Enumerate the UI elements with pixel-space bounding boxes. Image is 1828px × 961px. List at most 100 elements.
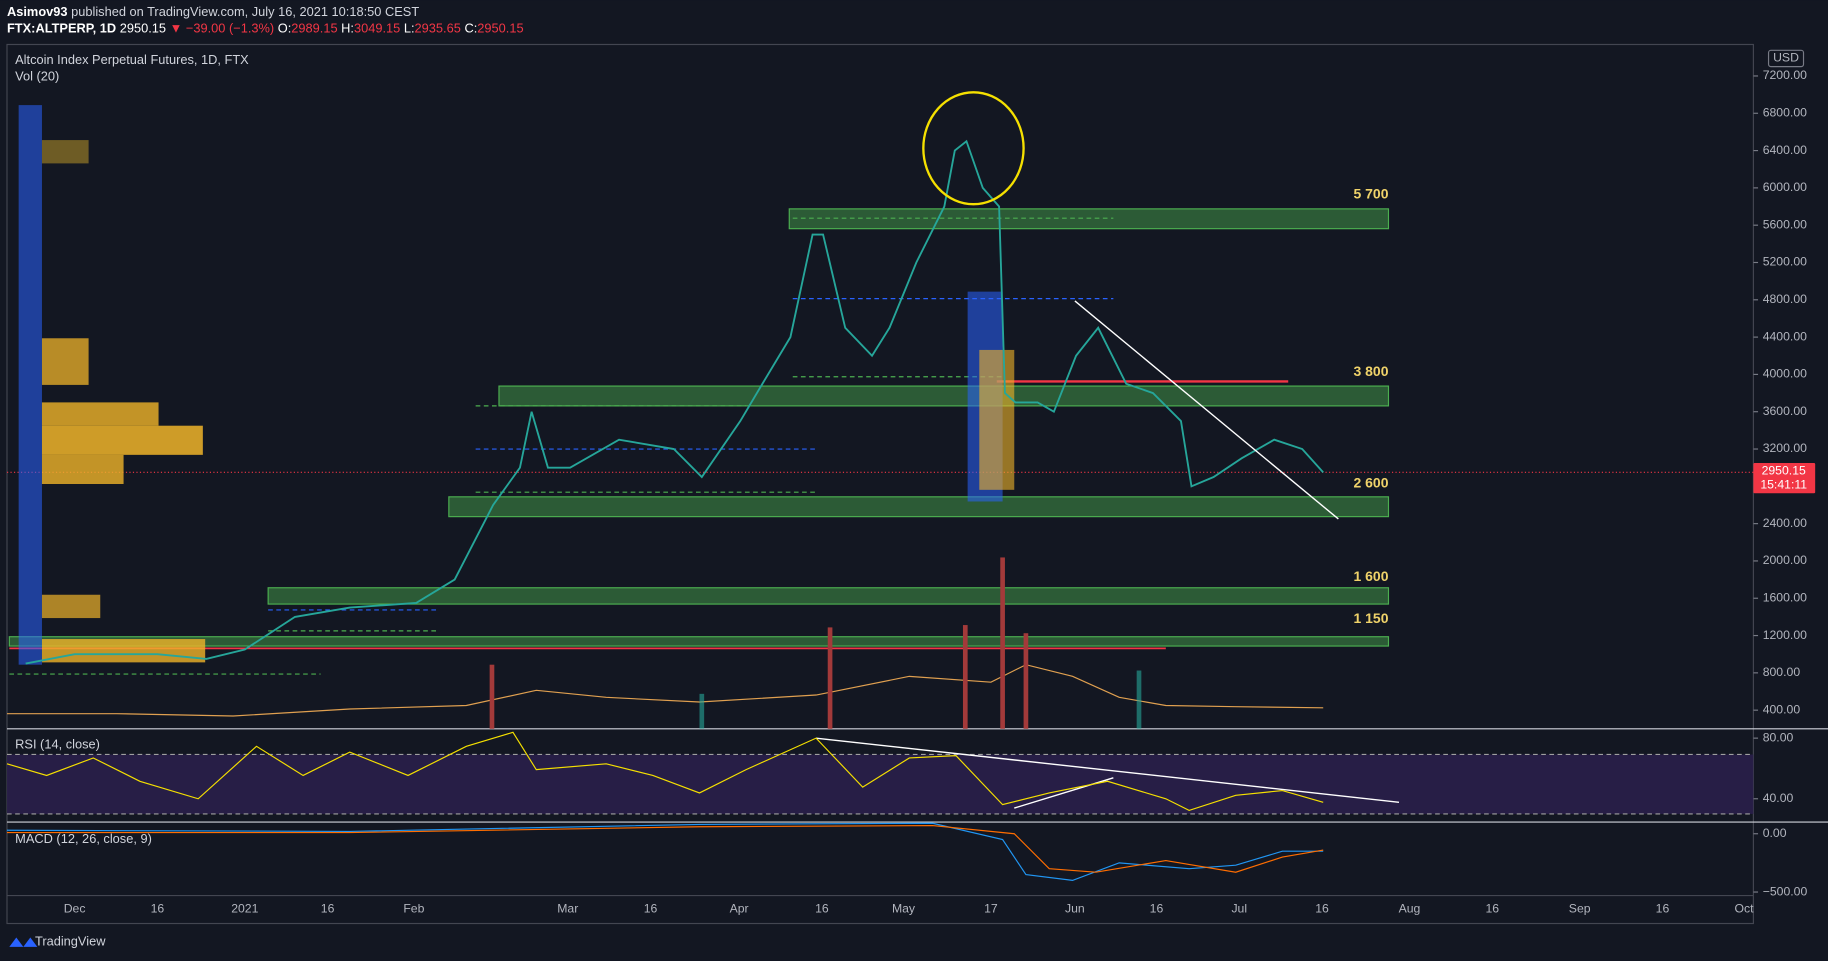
low-label: L:: [404, 21, 415, 36]
close-label: C:: [464, 21, 477, 36]
time-tick-label: Mar: [557, 902, 578, 916]
time-tick-label: 16: [321, 902, 335, 916]
volume-bar: [699, 693, 705, 729]
time-tick-label: Dec: [64, 902, 86, 916]
zone: [498, 385, 1390, 407]
time-tick-label: Oct: [1735, 902, 1755, 916]
rsi-band: [6, 754, 1754, 814]
time-tick-label: May: [892, 902, 916, 916]
level-label: 2 600: [1354, 475, 1389, 491]
price-tick-label: 1200.00: [1763, 628, 1807, 642]
price-tick-label: 4000.00: [1763, 367, 1807, 381]
open-label: O:: [278, 21, 292, 36]
time-tick-label: Feb: [403, 902, 424, 916]
legend-rsi: RSI (14, close): [15, 737, 100, 752]
last: 2950.15: [120, 21, 166, 36]
change: ▼ −39.00 (−1.3%): [170, 21, 275, 36]
time-tick-label: Aug: [1399, 902, 1421, 916]
time-tick-label: 2021: [231, 902, 258, 916]
price-tick-label: 1600.00: [1763, 590, 1807, 604]
time-tick-label: Jul: [1231, 902, 1247, 916]
profile-bar: [41, 639, 206, 663]
header-quote: FTX:ALTPERP, 1D 2950.15 ▼ −39.00 (−1.3%)…: [7, 21, 524, 36]
legend-volume: Vol (20): [15, 69, 59, 84]
footer: TradingView: [35, 934, 106, 949]
time-tick-label: 17: [984, 902, 998, 916]
price-tick-label: 7200.00: [1763, 68, 1807, 82]
price-tag: [1753, 462, 1816, 494]
profile-bar: [41, 594, 101, 619]
high-label: H:: [341, 21, 354, 36]
level-label: 5 700: [1354, 186, 1389, 202]
price-tick-label: 2400.00: [1763, 516, 1807, 530]
price-tag-label: 2950.15: [1762, 463, 1806, 477]
symbol: FTX:ALTPERP, 1D: [7, 21, 116, 36]
zone: [448, 496, 1390, 518]
zone: [267, 587, 1390, 605]
profile-bar: [18, 105, 42, 665]
publisher: Asimov93: [7, 4, 68, 19]
volume-profile: [18, 105, 1015, 665]
header-publish: Asimov93 published on TradingView.com, J…: [7, 4, 419, 19]
volume-bar: [962, 625, 968, 729]
highlight-circle: [922, 91, 1025, 206]
profile-bar: [41, 402, 159, 426]
price-tick-label: 5200.00: [1763, 255, 1807, 269]
profile-bar: [979, 349, 1015, 490]
time-tick-label: 16: [1485, 902, 1499, 916]
time-tick-label: 16: [1150, 902, 1164, 916]
low: 2935.65: [415, 21, 461, 36]
level-label: 1 600: [1354, 568, 1389, 584]
price-tick-label: 3200.00: [1763, 441, 1807, 455]
time-tick-label: 16: [1656, 902, 1670, 916]
published: published on TradingView.com, July 16, 2…: [71, 4, 419, 19]
high: 3049.15: [354, 21, 400, 36]
time-tick-label: 16: [815, 902, 829, 916]
macd-tick-label: −500.00: [1763, 884, 1808, 898]
price-path: [25, 139, 1324, 665]
price-tick-label: 6400.00: [1763, 143, 1807, 157]
volume-bars: [489, 557, 1142, 729]
open: 2989.15: [291, 21, 337, 36]
price-tick-label: 800.00: [1763, 665, 1801, 679]
legend-title: Altcoin Index Perpetual Futures, 1D, FTX: [15, 52, 249, 67]
price-tick-label: 2000.00: [1763, 553, 1807, 567]
signal-line: [6, 824, 1324, 873]
profile-bar: [41, 454, 124, 484]
volume-ma: [6, 664, 1324, 717]
profile-bar: [41, 425, 203, 455]
volume-bar: [489, 664, 495, 729]
rsi-tick-label: 80.00: [1763, 730, 1794, 744]
close: 2950.15: [477, 21, 523, 36]
time-tick-label: Apr: [730, 902, 749, 916]
countdown: 15:41:11: [1760, 477, 1807, 491]
price-tick-label: 6000.00: [1763, 180, 1807, 194]
time-tick-label: Sep: [1569, 902, 1591, 916]
price-tick-label: 5600.00: [1763, 217, 1807, 231]
time-tick-label: 16: [1315, 902, 1329, 916]
macd-tick-label: 0.00: [1763, 826, 1787, 840]
zones: [8, 208, 1390, 647]
macd-line: [6, 822, 1324, 881]
volume-bar: [1023, 633, 1029, 729]
time-tick-label: 16: [151, 902, 165, 916]
volume-bar: [1000, 557, 1005, 729]
level-label: 1 150: [1354, 610, 1389, 626]
legend-macd: MACD (12, 26, close, 9): [15, 831, 152, 846]
volume-bar: [1136, 670, 1142, 729]
logo-icon: [9, 937, 38, 947]
price-tick-label: 400.00: [1763, 702, 1801, 716]
profile-lines: [9, 217, 1114, 675]
trend-line: [1074, 300, 1339, 520]
level-label: 3 800: [1354, 363, 1389, 379]
rsi-line: [6, 731, 1324, 812]
rsi-trend-line: [815, 737, 1400, 803]
volume-bar: [827, 627, 833, 729]
currency: USD: [1773, 51, 1799, 65]
price-tick-label: 6800.00: [1763, 106, 1807, 120]
profile-bar: [41, 140, 89, 164]
time-tick-label: 16: [644, 902, 658, 916]
price-tick-label: 4800.00: [1763, 292, 1807, 306]
